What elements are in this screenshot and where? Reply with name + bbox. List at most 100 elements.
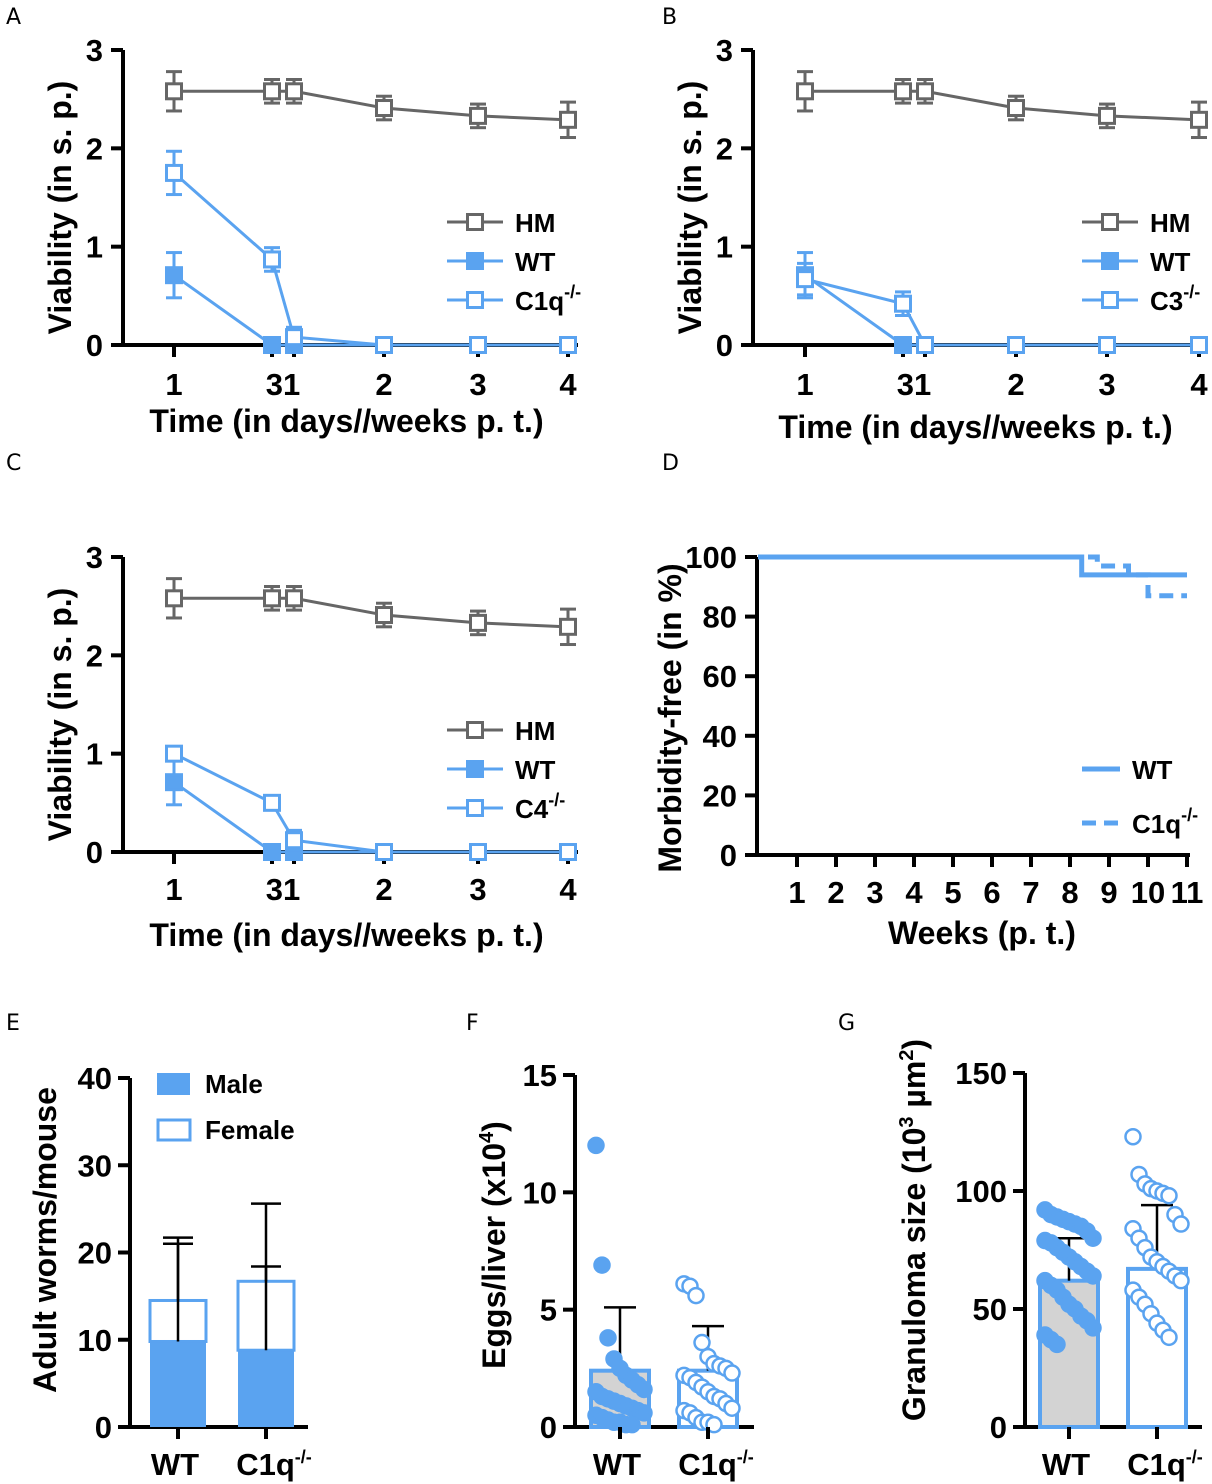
y-axis-title: Viability (in s. p.): [672, 81, 708, 335]
series-line: [173, 273, 568, 347]
x-tick-label: 31: [897, 367, 931, 402]
x-axis-title: Time (in days//weeks p. t.): [149, 403, 543, 439]
x-tick-label: 7: [1022, 875, 1039, 910]
data-point: [469, 613, 487, 632]
data-point: [1172, 1215, 1190, 1233]
legend-label: Female: [205, 1115, 295, 1145]
x-tick-label: 3: [1098, 367, 1115, 402]
data-point: [469, 106, 487, 125]
data-point: [1084, 1229, 1102, 1247]
series-line: [804, 273, 1199, 347]
data-point: [263, 250, 281, 269]
legend-marker: [466, 721, 484, 739]
y-tick-label: 10: [78, 1323, 112, 1358]
data-point: [559, 110, 577, 129]
legend-marker: [466, 213, 484, 231]
y-tick-label: 100: [955, 1174, 1007, 1209]
data-point: [165, 82, 183, 101]
data-point: [916, 82, 934, 101]
legend-marker: [466, 291, 484, 309]
data-point: [559, 843, 577, 861]
data-point: [1190, 336, 1208, 354]
data-point: [796, 270, 814, 289]
panel-g: 0 50 100 150 WT C1q-/- Granuloma size (103 µm2…: [896, 1039, 1203, 1482]
data-point: [1172, 1271, 1190, 1290]
x-tick-label: 6: [983, 875, 1000, 910]
y-tick-label: 1: [86, 230, 103, 265]
panel-e: 0 10 20 30 40 WT C1q-/- Adult worms/mouse Male Fe…: [27, 1061, 312, 1482]
data-point: [165, 589, 183, 608]
data-point: [165, 163, 183, 182]
legend-marker: [466, 799, 484, 817]
legend-marker: [466, 252, 484, 270]
x-tick-label: WT: [151, 1447, 199, 1482]
data-point: [559, 617, 577, 636]
legend-label: C1q-/-: [515, 282, 581, 316]
panel-letter-d: D: [662, 451, 679, 476]
y-tick-label: 30: [78, 1148, 112, 1183]
x-tick-label: C1q-/-: [678, 1447, 754, 1482]
panel-letter-c: C: [6, 451, 21, 476]
y-tick-label: 0: [95, 1410, 112, 1445]
x-tick-label: 4: [1190, 367, 1208, 402]
data-point: [1084, 1319, 1102, 1337]
x-tick-label: 4: [559, 872, 577, 907]
x-tick-label: 1: [165, 367, 182, 402]
legend-label: WT: [515, 247, 556, 277]
y-tick-label: 2: [86, 131, 103, 166]
data-point: [593, 1256, 611, 1274]
data-point: [687, 1286, 705, 1305]
series-line: [173, 780, 568, 854]
x-tick-label: WT: [1042, 1447, 1090, 1482]
data-point: [693, 1333, 711, 1352]
series-hm: [165, 70, 577, 140]
panel-letter-a: A: [6, 5, 21, 30]
data-point: [1160, 1186, 1178, 1205]
y-tick-label: 3: [716, 33, 733, 68]
data-point: [723, 1399, 741, 1417]
series-c1q: [758, 554, 1187, 599]
data-point: [894, 294, 912, 313]
x-tick-label: 1: [796, 367, 813, 402]
x-tick-label: 8: [1061, 875, 1078, 910]
data-point: [796, 82, 814, 101]
y-axis-title: Eggs/liver (x104): [476, 1121, 512, 1369]
y-tick-label: 60: [703, 659, 737, 694]
y-tick-label: 2: [86, 638, 103, 673]
legend-label: WT: [1132, 755, 1173, 785]
series-line: [804, 277, 1199, 347]
y-tick-label: 0: [716, 328, 733, 363]
bar-male: [238, 1350, 294, 1427]
data-point: [263, 589, 281, 608]
series-c4: [165, 744, 577, 861]
bar-male: [150, 1341, 206, 1427]
y-tick-label: 40: [703, 719, 737, 754]
series-hm: [796, 70, 1208, 140]
legend-marker: [1101, 252, 1119, 270]
x-tick-label: 1: [165, 872, 182, 907]
y-axis-title: Granuloma size (103 µm2): [896, 1039, 932, 1421]
data-point: [894, 336, 912, 354]
data-point: [599, 1329, 617, 1347]
legend-label: HM: [1150, 208, 1190, 238]
legend-label: C4-/-: [515, 790, 565, 824]
legend-marker: [1101, 213, 1119, 231]
y-tick-label: 80: [703, 600, 737, 635]
x-tick-label: 31: [266, 367, 300, 402]
x-axis-title: Time (in days//weeks p. t.): [778, 409, 1172, 445]
panel-letter-b: B: [662, 5, 677, 30]
legend-marker: [1101, 291, 1119, 309]
series-line: [173, 752, 568, 854]
y-tick-label: 50: [973, 1292, 1007, 1327]
x-tick-label: WT: [593, 1447, 641, 1482]
y-tick-label: 20: [703, 778, 737, 813]
series-wt: [758, 554, 1187, 578]
y-tick-label: 100: [685, 540, 737, 575]
data-point: [916, 336, 934, 354]
data-point: [1048, 1335, 1066, 1354]
x-axis-title: Weeks (p. t.): [888, 915, 1076, 951]
y-tick-label: 150: [955, 1056, 1007, 1091]
series-line: [174, 89, 569, 122]
